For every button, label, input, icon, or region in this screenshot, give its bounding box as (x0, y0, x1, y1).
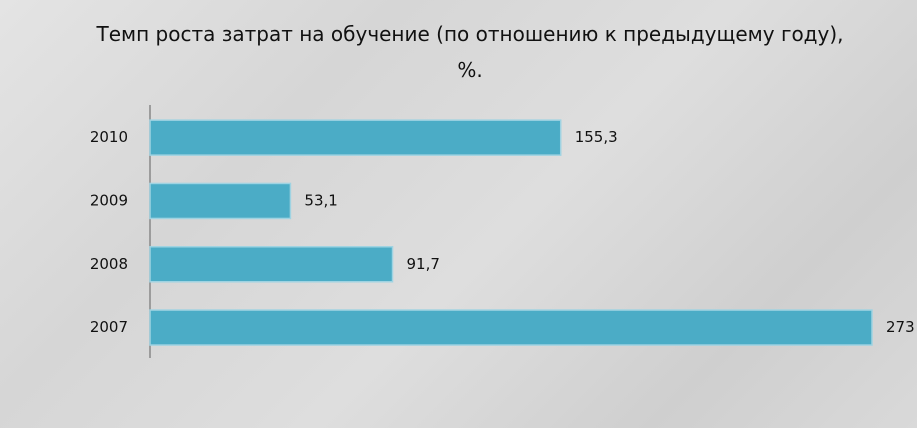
chart-title: Темп роста затрат на обучение (по отноше… (96, 22, 844, 82)
y-tick-label: 2007 (90, 318, 128, 336)
bar (149, 309, 873, 346)
value-label: 273 (886, 318, 915, 336)
y-tick-label: 2009 (90, 191, 128, 209)
value-label: 91,7 (407, 255, 440, 273)
value-label: 155,3 (575, 128, 618, 146)
y-tick-label: 2010 (90, 128, 128, 146)
y-tick-label: 2008 (90, 255, 128, 273)
bar (149, 182, 292, 220)
bar (149, 119, 562, 156)
value-label: 53,1 (304, 191, 337, 209)
bar (149, 246, 394, 283)
